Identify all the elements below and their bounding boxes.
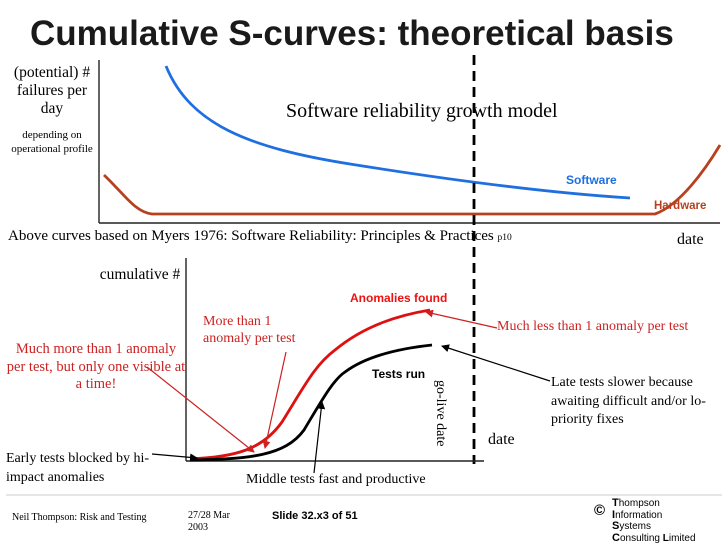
golive-label: go-live date: [433, 380, 448, 447]
company-line-2: Information: [612, 508, 663, 521]
annotation-early-tests: Early tests blocked by hi-impact anomali…: [6, 451, 150, 485]
annotation-late-tests: Late tests slower because awaiting diffi…: [551, 375, 706, 427]
tests-run-curve: [189, 343, 433, 462]
tests-run-series-label: Tests run: [372, 367, 426, 381]
hardware-series-label: Hardware: [654, 200, 707, 212]
top-y-axis-sublabel: depending on operational profile: [11, 129, 93, 155]
company-line-4: Consulting Limited: [612, 531, 696, 544]
top-x-axis-label: date: [677, 231, 704, 248]
model-label: Software reliability growth model: [286, 100, 558, 122]
arrow-middle-tests: [313, 401, 326, 474]
arrow-late-tests: [441, 344, 551, 382]
arrow-more-than-1: [262, 351, 287, 449]
anomalies-series-label: Anomalies found: [350, 291, 448, 305]
anomalies-curve: [189, 308, 431, 461]
bottom-y-axis-label: cumulative #: [99, 266, 181, 283]
arrow-early-tests: [151, 453, 198, 462]
copyright-symbol: ©: [594, 502, 606, 519]
slide-title: Cumulative S-curves: theoretical basis: [30, 14, 674, 53]
company-line-4-rest: onsulting Limited: [619, 532, 696, 544]
company-line-2-rest: nformation: [615, 509, 663, 521]
annotation-more-than-1: More than 1 anomaly per test: [203, 314, 296, 346]
reference-text: Above curves based on Myers 1976: Softwa…: [8, 228, 494, 244]
software-curve: [164, 65, 631, 200]
software-series-label: Software: [566, 173, 617, 187]
company-line-3: Systems: [612, 520, 652, 533]
footer-slide-number: Slide 32.x3 of 51: [272, 510, 358, 522]
arrow-much-less: [425, 309, 498, 329]
annotation-much-more: Much more than 1 anomaly per test, but o…: [6, 341, 186, 392]
company-line-1: Thompson: [612, 497, 660, 509]
reference-page: p10: [497, 233, 512, 243]
arrow-much-more: [146, 366, 255, 453]
annotation-middle-tests: Middle tests fast and productive: [246, 472, 426, 487]
footer-date: 27/28 Mar 2003: [188, 510, 230, 533]
annotation-much-less: Much less than 1 anomaly per test: [497, 319, 689, 334]
reference-note: Above curves based on Myers 1976: Softwa…: [8, 228, 512, 245]
bottom-x-axis-label: date: [488, 431, 515, 448]
company-line-4-bold-l: L: [662, 532, 669, 544]
company-line-1-rest: hompson: [618, 498, 660, 509]
company-logo-text: Thompson Information Systems Consulting …: [612, 497, 696, 544]
top-y-axis-label: (potential) # failures per day: [13, 64, 91, 117]
company-line-3-rest: ystems: [619, 521, 652, 533]
footer-author: Neil Thompson: Risk and Testing: [12, 512, 147, 523]
hardware-curve: [103, 144, 722, 216]
